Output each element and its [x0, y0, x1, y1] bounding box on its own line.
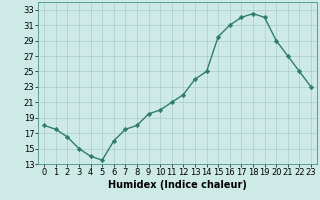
X-axis label: Humidex (Indice chaleur): Humidex (Indice chaleur): [108, 180, 247, 190]
